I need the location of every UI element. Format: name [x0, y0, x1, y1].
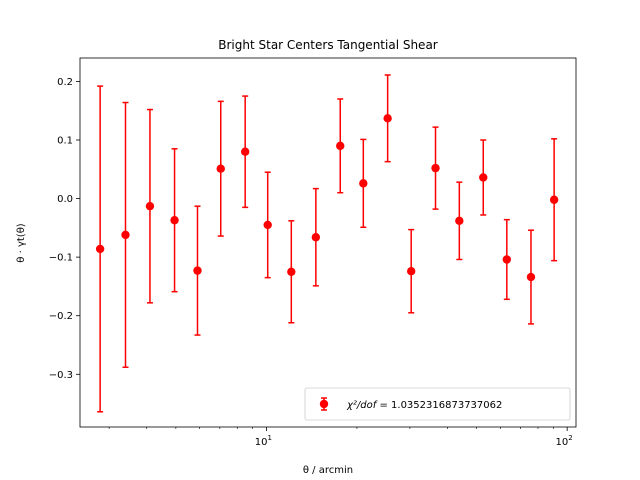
data-point [311, 233, 321, 242]
data-point [549, 195, 559, 204]
y-tick-label: 0.2 [57, 77, 73, 88]
x-axis-label: θ / arcmin [303, 465, 353, 476]
data-point [263, 220, 272, 230]
data-point [336, 141, 345, 151]
legend-box [304, 387, 571, 421]
y-tick-label: −0.2 [49, 311, 73, 322]
data-point [479, 173, 488, 182]
data-point [502, 255, 512, 264]
legend: χ²/dof = 1.0352316873737062 [304, 387, 571, 421]
data-point [359, 179, 368, 188]
legend-marker [319, 399, 329, 409]
data-point [526, 272, 536, 282]
data-point [407, 267, 416, 276]
data-point [287, 267, 296, 276]
data-point [383, 114, 392, 123]
y-tick-label: 0.1 [57, 136, 73, 147]
axes-frame [79, 57, 577, 428]
y-tick-label: −0.3 [49, 370, 73, 381]
data-point [240, 147, 250, 156]
legend-label: χ²/dof = 1.0352316873737062 [346, 400, 502, 411]
data-point [455, 216, 464, 226]
chart-title: Bright Star Centers Tangential Shear [218, 38, 438, 52]
data-point [121, 230, 130, 240]
data-point [216, 164, 225, 173]
y-axis-label: θ · γt(θ) [16, 223, 27, 263]
data-point [193, 266, 202, 275]
data-point [145, 201, 155, 211]
y-tick-label: 0.0 [57, 194, 73, 205]
data-point [95, 244, 105, 254]
data-point [170, 216, 179, 225]
y-tick-label: −0.1 [49, 253, 73, 264]
data-point [431, 163, 440, 173]
